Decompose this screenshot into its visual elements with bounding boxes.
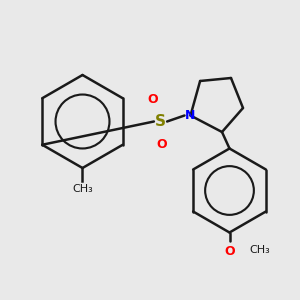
Text: CH₃: CH₃ <box>249 244 270 254</box>
Text: N: N <box>185 109 196 122</box>
Text: S: S <box>155 114 166 129</box>
Text: O: O <box>224 244 235 257</box>
Text: O: O <box>148 92 158 106</box>
Text: O: O <box>157 137 167 151</box>
Text: CH₃: CH₃ <box>72 184 93 194</box>
